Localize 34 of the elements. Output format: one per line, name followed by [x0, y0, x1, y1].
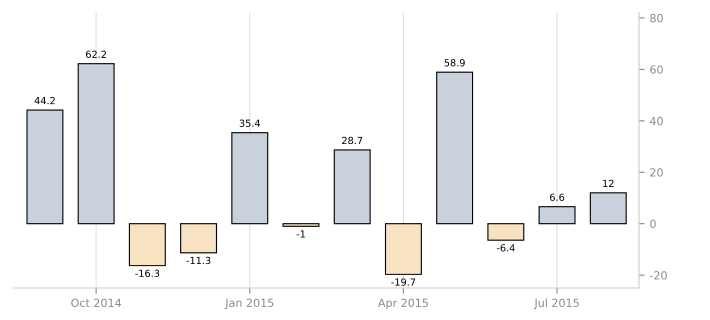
data-label: 35.4	[240, 120, 260, 127]
data-label: -19.7	[391, 278, 416, 286]
y-tick-label: 0	[650, 220, 656, 228]
data-label: -6.4	[496, 244, 515, 252]
data-label: -1	[296, 230, 305, 238]
bar	[384, 223, 422, 275]
data-label: 44.2	[34, 96, 55, 104]
bar	[538, 206, 576, 224]
y-tick-label: 60	[650, 65, 663, 74]
bar	[487, 223, 524, 241]
bar	[78, 63, 115, 224]
data-label: 58.9	[444, 59, 465, 66]
data-label: -11.3	[186, 256, 210, 264]
data-label: -16.3	[135, 270, 160, 278]
y-tick-label: 80	[650, 14, 663, 22]
bar	[334, 149, 371, 224]
x-tick-label: Jan 2015	[224, 298, 274, 310]
bar	[231, 132, 268, 224]
data-label: 12	[603, 180, 614, 187]
x-tick-label: Jul 2015	[534, 298, 579, 310]
data-label: 28.7	[342, 136, 362, 144]
x-tick-label: Oct 2014	[71, 298, 122, 308]
y-tick-label: 40	[650, 116, 663, 126]
y-tick-label: -20	[650, 271, 667, 280]
bar	[436, 72, 474, 224]
bar	[180, 223, 218, 254]
bar	[128, 223, 166, 266]
data-label: 6.6	[550, 194, 564, 201]
bar	[282, 223, 320, 227]
y-tick-label: 20	[650, 168, 663, 177]
data-label: 62.2	[86, 50, 106, 58]
x-tick-label: Apr 2015	[378, 298, 428, 310]
bar	[590, 192, 627, 224]
bar	[26, 109, 64, 224]
